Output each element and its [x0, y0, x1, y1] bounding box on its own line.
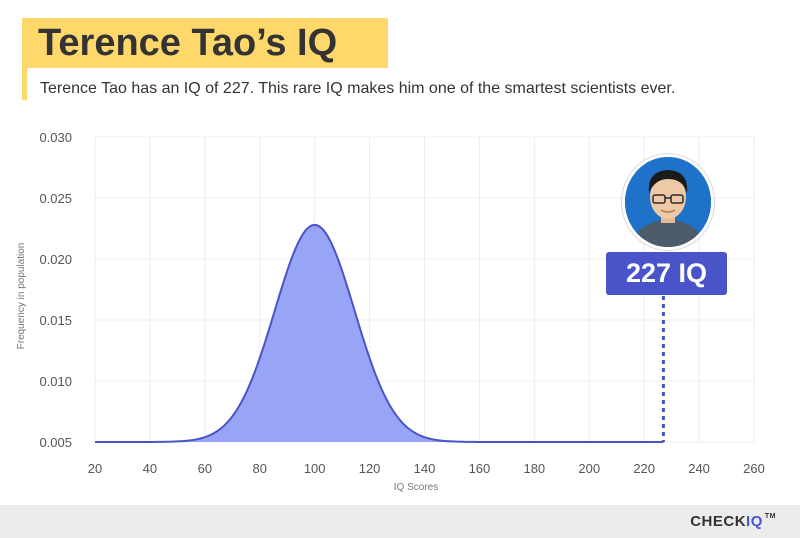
- y-tick-label: 0.030: [39, 130, 72, 145]
- iq-marker-label: 227 IQ: [606, 252, 727, 295]
- person-portrait-icon: [625, 157, 711, 247]
- y-tick-label: 0.025: [39, 191, 72, 206]
- x-tick-label: 240: [688, 461, 710, 476]
- y-tick-label: 0.005: [39, 435, 72, 450]
- x-tick-label: 80: [253, 461, 267, 476]
- x-tick-label: 160: [469, 461, 491, 476]
- person-avatar: [622, 154, 714, 250]
- footer-bar: CHECKIQ TM: [0, 505, 800, 538]
- x-tick-label: 200: [578, 461, 600, 476]
- title-accent-bar: [22, 68, 27, 100]
- x-tick-label: 140: [414, 461, 436, 476]
- title-block: Terence Tao’s IQ: [22, 18, 388, 100]
- x-tick-label: 20: [88, 461, 102, 476]
- x-axis-label: IQ Scores: [394, 482, 438, 493]
- x-axis-ticks: 20 40 60 80 100 120 140 160 180 200 220 240 260: [88, 461, 765, 476]
- x-tick-label: 260: [743, 461, 765, 476]
- x-tick-label: 40: [143, 461, 157, 476]
- page-subtitle: Terence Tao has an IQ of 227. This rare …: [40, 80, 676, 97]
- checkiq-logo[interactable]: CHECKIQ TM: [690, 513, 776, 530]
- page-title: Terence Tao’s IQ: [38, 22, 338, 64]
- y-tick-label: 0.020: [39, 252, 72, 267]
- distribution-area: [95, 224, 664, 442]
- y-tick-label: 0.015: [39, 313, 72, 328]
- y-axis-ticks: 0.005 0.010 0.015 0.020 0.025 0.030: [39, 130, 72, 450]
- x-tick-label: 60: [198, 461, 212, 476]
- title-highlight: [22, 18, 388, 68]
- chart-area-layer: [95, 223, 664, 443]
- logo-text-check: CHECK: [690, 513, 747, 530]
- x-tick-label: 100: [304, 461, 326, 476]
- y-tick-label: 0.010: [39, 374, 72, 389]
- x-tick-label: 120: [359, 461, 381, 476]
- x-tick-label: 220: [633, 461, 655, 476]
- logo-text-iq: IQ: [746, 513, 763, 530]
- logo-trademark: TM: [764, 513, 776, 520]
- y-axis-label: Frequency in population: [16, 243, 27, 350]
- x-tick-label: 180: [523, 461, 545, 476]
- iq-distribution-chart: 20 40 60 80 100 120 140 160 180 200 220 240 260 0.00…: [16, 130, 765, 493]
- distribution-line: [95, 223, 664, 443]
